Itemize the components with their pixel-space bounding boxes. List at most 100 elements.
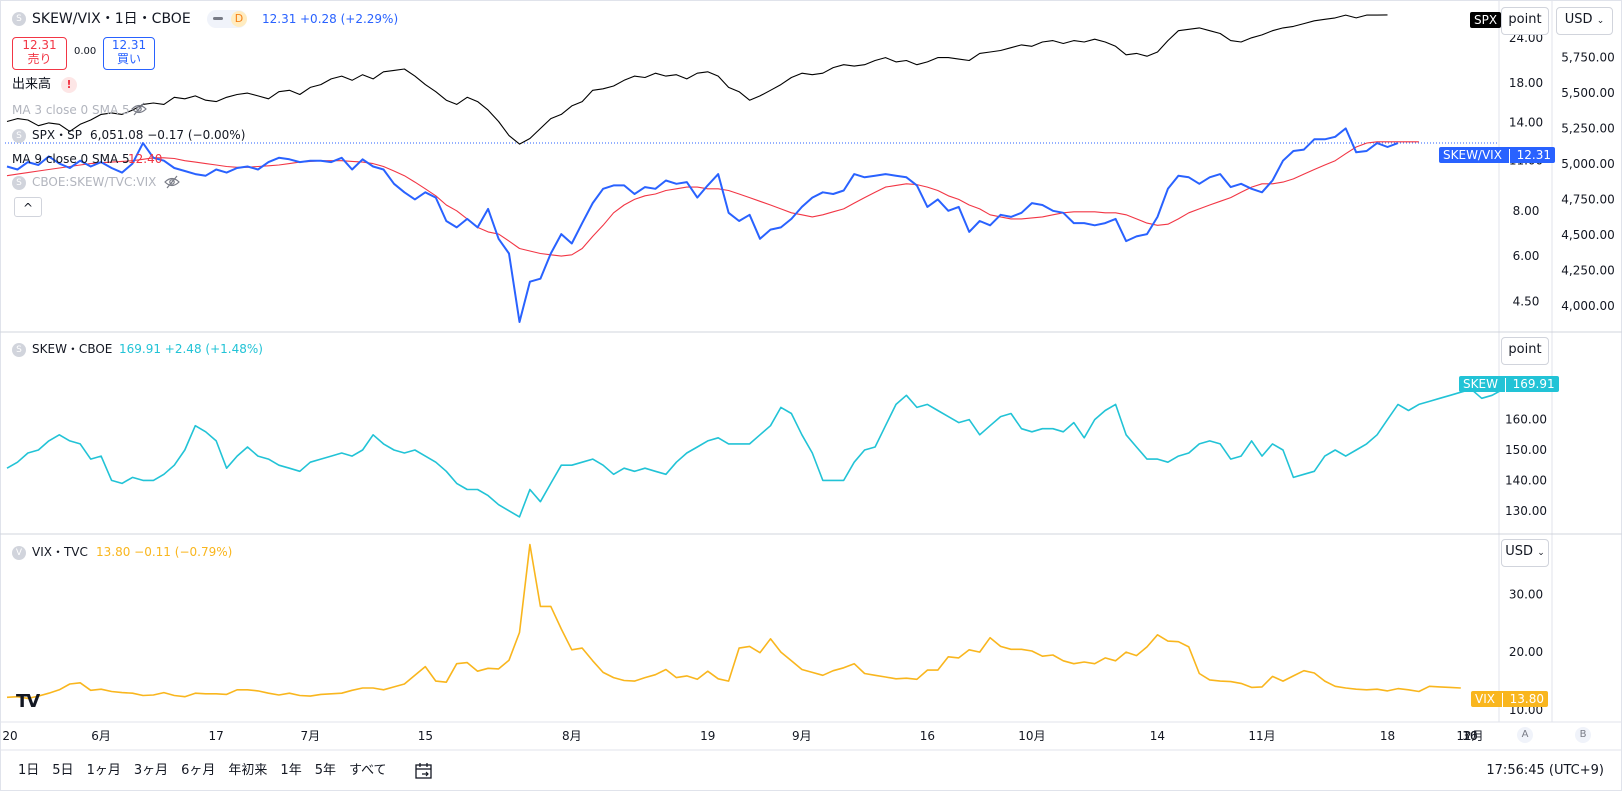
range-button[interactable]: 1日	[18, 763, 40, 778]
spx-overlay-label: SPX・SP	[32, 128, 82, 142]
spx-tick: 5,000.00	[1561, 157, 1614, 171]
spx-price-tag: SPX	[1470, 12, 1502, 28]
chevron-down-icon: ⌄	[1596, 16, 1605, 26]
time-axis-label: 9月	[792, 729, 812, 743]
skew-price-tag: SKEW 169.91	[1459, 376, 1559, 392]
buy-button[interactable]: 12.31 買い	[103, 37, 155, 70]
price-change: +0.28 (+2.29%)	[300, 12, 399, 26]
time-axis-label: 11月	[1248, 729, 1275, 743]
ratio-price-tag: SKEW/VIX 12.31	[1439, 147, 1555, 163]
vix-legend[interactable]: V VIX・TVC	[12, 544, 88, 560]
secondary-scale-button[interactable]: B	[1575, 727, 1591, 743]
skew-values: 169.91 +2.48 (+1.48%)	[119, 342, 263, 356]
symbol-logo-icon: S	[12, 12, 26, 26]
hidden-eye-icon[interactable]	[164, 175, 180, 189]
time-axis-label: 7月	[300, 729, 320, 743]
vix-tag-value: 13.80	[1509, 692, 1544, 706]
spx-tick: 4,250.00	[1561, 263, 1614, 277]
spx-tick: 4,000.00	[1561, 299, 1614, 313]
vix-price-tag: VIX 13.80	[1471, 691, 1548, 707]
sell-price: 12.31	[22, 38, 57, 52]
hidden-eye-icon[interactable]	[131, 102, 147, 116]
spx-tick: 5,250.00	[1561, 122, 1614, 136]
ratio-tick: 14.00	[1509, 116, 1543, 130]
time-axis-label: 10月	[1018, 729, 1045, 743]
collapse-legend-button[interactable]: ^	[14, 197, 42, 217]
range-button[interactable]: 1年	[280, 763, 302, 778]
spx-tick: 5,500.00	[1561, 86, 1614, 100]
vix-logo-icon: V	[12, 545, 26, 560]
compare-logo-icon: S	[12, 175, 26, 190]
clock[interactable]: 17:56:45 (UTC+9)	[1486, 763, 1604, 778]
vix-title: VIX・TVC	[32, 545, 88, 559]
time-axis-label: 6月	[91, 729, 111, 743]
time-axis-label: 18	[1380, 729, 1395, 743]
currency-select[interactable]: USD ⌄	[1556, 7, 1613, 35]
spread: 0.00	[74, 46, 97, 57]
time-axis-label: 16	[1462, 729, 1477, 743]
delayed-badge: D	[231, 11, 247, 27]
ratio-ma-line	[6, 141, 1419, 257]
ratio-line	[6, 127, 1399, 323]
spx-tick: 4,500.00	[1561, 228, 1614, 242]
spx-logo-icon: S	[12, 128, 26, 143]
time-axis-label: 20	[2, 729, 17, 743]
sell-label: 売り	[27, 52, 52, 66]
time-axis-label: 15	[418, 729, 433, 743]
range-button[interactable]: 6ヶ月	[181, 763, 216, 778]
ratio-tag-name: SKEW/VIX	[1443, 148, 1502, 162]
skew-tick: 150.00	[1505, 443, 1547, 457]
buy-price: 12.31	[111, 38, 147, 52]
warning-icon[interactable]: !	[61, 77, 77, 93]
ma3-label[interactable]: MA 3 close 0 SMA 5	[12, 103, 130, 117]
ma9-label[interactable]: MA 9 close 0 SMA 5	[12, 152, 130, 166]
vix-line	[6, 543, 1461, 700]
vix-currency-label: USD	[1505, 544, 1534, 559]
volume-label[interactable]: 出来高	[12, 77, 52, 92]
skew-legend[interactable]: S SKEW・CBOE	[12, 341, 112, 357]
spx-tick: 4,750.00	[1561, 192, 1614, 206]
compare-legend[interactable]: S CBOE:SKEW/TVC:VIX	[12, 174, 156, 190]
skew-logo-icon: S	[12, 342, 26, 357]
range-button[interactable]: 年初来	[228, 763, 268, 778]
range-button[interactable]: 1ヶ月	[86, 763, 121, 778]
main-legend: S SKEW/VIX・1日・CBOE	[12, 10, 191, 28]
sell-button[interactable]: 12.31 売り	[12, 37, 67, 70]
ratio-tick: 18.00	[1509, 76, 1543, 90]
time-axis-label: 17	[209, 729, 224, 743]
chevron-down-icon: ⌄	[1537, 548, 1545, 558]
auto-scale-button[interactable]: A	[1517, 727, 1533, 743]
market-status[interactable]: D	[207, 10, 247, 28]
ma9-value: 12.40	[128, 152, 163, 166]
ratio-tick: 6.00	[1513, 249, 1540, 263]
vix-tick: 20.00	[1509, 645, 1543, 659]
range-button[interactable]: すべて	[348, 763, 387, 778]
skew-tag-name: SKEW	[1463, 377, 1498, 391]
tradingview-logo[interactable]: TV	[16, 691, 40, 712]
currency-label: USD	[1564, 12, 1593, 27]
time-axis-label: 19	[700, 729, 715, 743]
spx-overlay-legend[interactable]: S SPX・SP	[12, 127, 82, 143]
scale-mode-button[interactable]: point	[1501, 7, 1549, 35]
range-button[interactable]: 5年	[314, 763, 336, 778]
range-button[interactable]: 5日	[52, 763, 74, 778]
time-axis-label: 30	[1462, 729, 1477, 743]
skew-tick: 130.00	[1505, 504, 1547, 518]
date-range-icon[interactable]	[414, 761, 434, 781]
skew-line	[6, 388, 1503, 518]
buy-label: 買い	[116, 52, 141, 66]
spx-overlay-values: 6,051.08 −0.17 (−0.00%)	[90, 128, 246, 142]
ratio-tag-value: 12.31	[1516, 148, 1551, 162]
skew-scale-button[interactable]: point	[1501, 337, 1549, 365]
range-button[interactable]: 3ヶ月	[133, 763, 169, 778]
time-axis-label: 14	[1150, 729, 1165, 743]
ratio-tick: 4.50	[1513, 294, 1540, 308]
last-price: 12.31	[262, 12, 297, 26]
ratio-tick: 8.00	[1513, 204, 1540, 218]
vix-currency-select[interactable]: USD ⌄	[1501, 539, 1549, 567]
symbol-title[interactable]: SKEW/VIX・1日・CBOE	[32, 11, 191, 27]
market-closed-icon	[213, 17, 223, 20]
skew-title: SKEW・CBOE	[32, 342, 113, 356]
